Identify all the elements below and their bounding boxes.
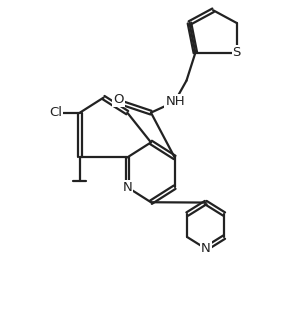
Text: O: O — [113, 93, 124, 106]
Text: S: S — [233, 46, 241, 59]
Text: N: N — [123, 181, 132, 194]
Text: N: N — [201, 242, 210, 255]
Text: NH: NH — [165, 95, 185, 108]
Text: Cl: Cl — [49, 106, 62, 119]
